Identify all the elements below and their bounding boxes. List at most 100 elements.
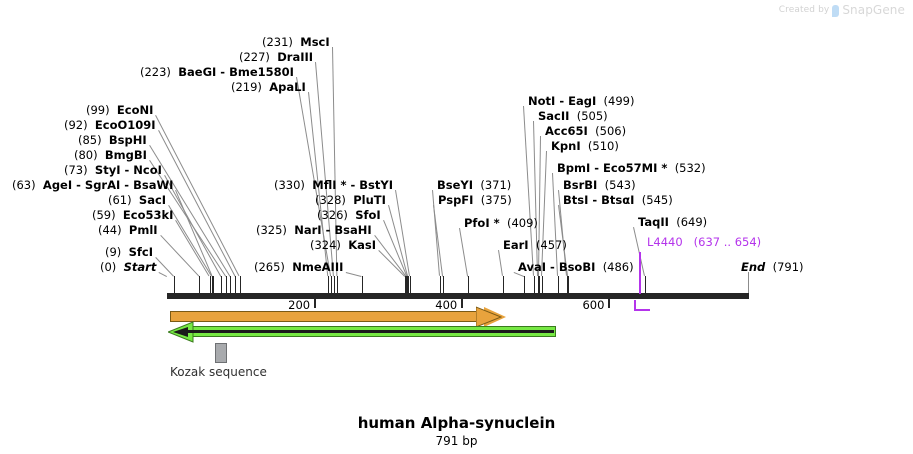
- enzyme-name: EcoO109I: [94, 118, 156, 132]
- enzyme-label-mfli[interactable]: (330) MflI * - BstYI: [274, 179, 393, 192]
- enzyme-label-sfci[interactable]: (9) SfcI: [105, 246, 153, 259]
- site-tick-apali[interactable]: [328, 276, 329, 293]
- site-tick-saci[interactable]: [212, 276, 213, 293]
- snapgene-watermark: Created by SnapGene: [779, 3, 905, 17]
- enzyme-label-msci[interactable]: (231) MscI: [262, 36, 330, 49]
- enzyme-position: (92): [64, 118, 88, 132]
- enzyme-position: (227): [239, 50, 270, 64]
- enzyme-position: (371): [480, 178, 512, 192]
- leader-line-sacii: [533, 121, 538, 277]
- enzyme-label-ecoo109i[interactable]: (92) EcoO109I: [64, 119, 156, 132]
- site-tick-draiii[interactable]: [334, 276, 335, 293]
- site-tick-sfci[interactable]: [174, 276, 175, 293]
- enzyme-label-noti[interactable]: NotI - EagI (499): [528, 95, 634, 108]
- enzyme-label-eco53ki[interactable]: (59) Eco53kI: [92, 209, 173, 222]
- enzyme-label-kpni[interactable]: KpnI (510): [551, 140, 619, 153]
- enzyme-label-styi[interactable]: (73) StyI - NcoI: [64, 164, 162, 177]
- enzyme-position: (265): [254, 260, 285, 274]
- site-tick-bpmi[interactable]: [558, 276, 559, 293]
- enzyme-label-bmgbi[interactable]: (80) BmgBI: [74, 149, 147, 162]
- enzyme-position: (330): [274, 178, 305, 192]
- site-tick-taqii[interactable]: [645, 276, 646, 293]
- enzyme-label-start[interactable]: (0) Start: [100, 261, 156, 274]
- enzyme-position: (505): [576, 109, 608, 123]
- site-tick-bsrbi[interactable]: [567, 276, 568, 293]
- site-tick-bsphi[interactable]: [230, 276, 231, 293]
- site-tick-nmeaiii[interactable]: [362, 276, 363, 293]
- site-tick-eari[interactable]: [503, 276, 504, 293]
- leader-line-acc65i: [538, 135, 541, 276]
- site-tick-bmgbi[interactable]: [226, 276, 227, 293]
- site-tick-noti[interactable]: [534, 276, 535, 293]
- enzyme-label-agei[interactable]: (63) AgeI - SgrAI - BsaWI: [12, 179, 173, 192]
- enzyme-label-nari[interactable]: (325) NarI - BsaHI: [256, 224, 372, 237]
- site-tick-acc65i[interactable]: [539, 276, 540, 293]
- enzyme-label-eari[interactable]: EarI (457): [503, 239, 567, 252]
- L4440-primer-bracket[interactable]: [634, 300, 650, 311]
- enzyme-label-apali[interactable]: (219) ApaLI: [231, 81, 306, 94]
- site-tick-pfoi[interactable]: [468, 276, 469, 293]
- orange-cds-arrow[interactable]: [170, 306, 506, 328]
- site-tick-ecoo109i[interactable]: [235, 276, 236, 293]
- site-tick-mfli[interactable]: [410, 276, 411, 293]
- site-tick-agei[interactable]: [213, 276, 214, 293]
- enzyme-label-bsphi[interactable]: (85) BspHI: [78, 134, 147, 147]
- enzyme-label-end[interactable]: End (791): [741, 261, 804, 274]
- enzyme-label-bseyi[interactable]: BseYI (371): [437, 179, 511, 192]
- green-cds-arrow[interactable]: [168, 321, 556, 343]
- site-tick-styi[interactable]: [221, 276, 222, 293]
- site-tick-btsi[interactable]: [568, 276, 569, 293]
- enzyme-position: (506): [595, 124, 627, 138]
- enzyme-label-econi[interactable]: (99) EcoNI: [86, 104, 153, 117]
- enzyme-label-sfoi[interactable]: (326) SfoI: [317, 209, 381, 222]
- enzyme-label-draiii[interactable]: (227) DraIII: [239, 51, 313, 64]
- enzyme-name: ApaLI: [269, 80, 306, 94]
- site-tick-sacii[interactable]: [538, 276, 539, 293]
- leader-line-sfci: [155, 257, 174, 277]
- site-tick-pmli[interactable]: [199, 276, 200, 293]
- enzyme-label-bsrbi[interactable]: BsrBI (543): [563, 179, 636, 192]
- feature-label-L4440[interactable]: L4440 (637 .. 654): [647, 236, 761, 249]
- enzyme-label-avai[interactable]: AvaI - BsoBI (486): [518, 261, 634, 274]
- leader-line-start: [158, 272, 167, 277]
- enzyme-label-pluti[interactable]: (328) PluTI: [315, 194, 386, 207]
- site-tick-kpni[interactable]: [542, 276, 543, 293]
- kozak-sequence-box[interactable]: [215, 343, 227, 363]
- site-tick-bseyi[interactable]: [440, 276, 441, 293]
- enzyme-label-sacii[interactable]: SacII (505): [538, 110, 608, 123]
- enzyme-separator: -: [216, 65, 230, 79]
- enzyme-label-saci[interactable]: (61) SacI: [108, 194, 166, 207]
- site-tick-baegi[interactable]: [331, 276, 332, 293]
- site-tick-econi[interactable]: [240, 276, 241, 293]
- enzyme-position: (409): [506, 216, 538, 230]
- enzyme-label-btsi[interactable]: BtsI - BtsαI (545): [563, 194, 673, 207]
- enzyme-label-bpmi[interactable]: BpmI - Eco57MI * (532): [557, 162, 706, 175]
- enzyme-label-nmeaiii[interactable]: (265) NmeAIII: [254, 261, 343, 274]
- enzyme-label-kasi[interactable]: (324) KasI: [310, 239, 376, 252]
- site-tick-msci[interactable]: [337, 276, 338, 293]
- enzyme-position: (325): [256, 223, 287, 237]
- L4440-primer-stem: [639, 252, 641, 294]
- enzyme-label-acc65i[interactable]: Acc65I (506): [545, 125, 626, 138]
- site-tick-kasi[interactable]: [405, 276, 406, 293]
- enzyme-position: (59): [92, 208, 116, 222]
- enzyme-label-pfoi[interactable]: PfoI * (409): [464, 217, 538, 230]
- leader-line-eari: [498, 250, 503, 277]
- site-tick-sfoi[interactable]: [407, 276, 408, 293]
- site-tick-pspfi[interactable]: [443, 276, 444, 293]
- site-tick-avai[interactable]: [524, 276, 525, 293]
- enzyme-name: BseYI: [437, 178, 474, 192]
- enzyme-name: Start: [123, 260, 157, 274]
- enzyme-label-baegi[interactable]: (223) BaeGI - Bme1580I: [140, 66, 294, 79]
- enzyme-position: (486): [602, 260, 634, 274]
- site-tick-pluti[interactable]: [408, 276, 409, 293]
- site-tick-nari[interactable]: [406, 276, 407, 293]
- enzyme-label-pmli[interactable]: (44) PmlI: [98, 224, 158, 237]
- ruler-tick-label-400: 400: [435, 298, 458, 312]
- enzyme-position: (649): [676, 215, 708, 229]
- site-tick-eco53ki[interactable]: [210, 276, 211, 293]
- enzyme-label-taqii[interactable]: TaqII (649): [638, 216, 707, 229]
- enzyme-label-pspfi[interactable]: PspFI (375): [438, 194, 512, 207]
- enzyme-position: (510): [587, 139, 619, 153]
- enzyme-name: PspFI: [438, 193, 474, 207]
